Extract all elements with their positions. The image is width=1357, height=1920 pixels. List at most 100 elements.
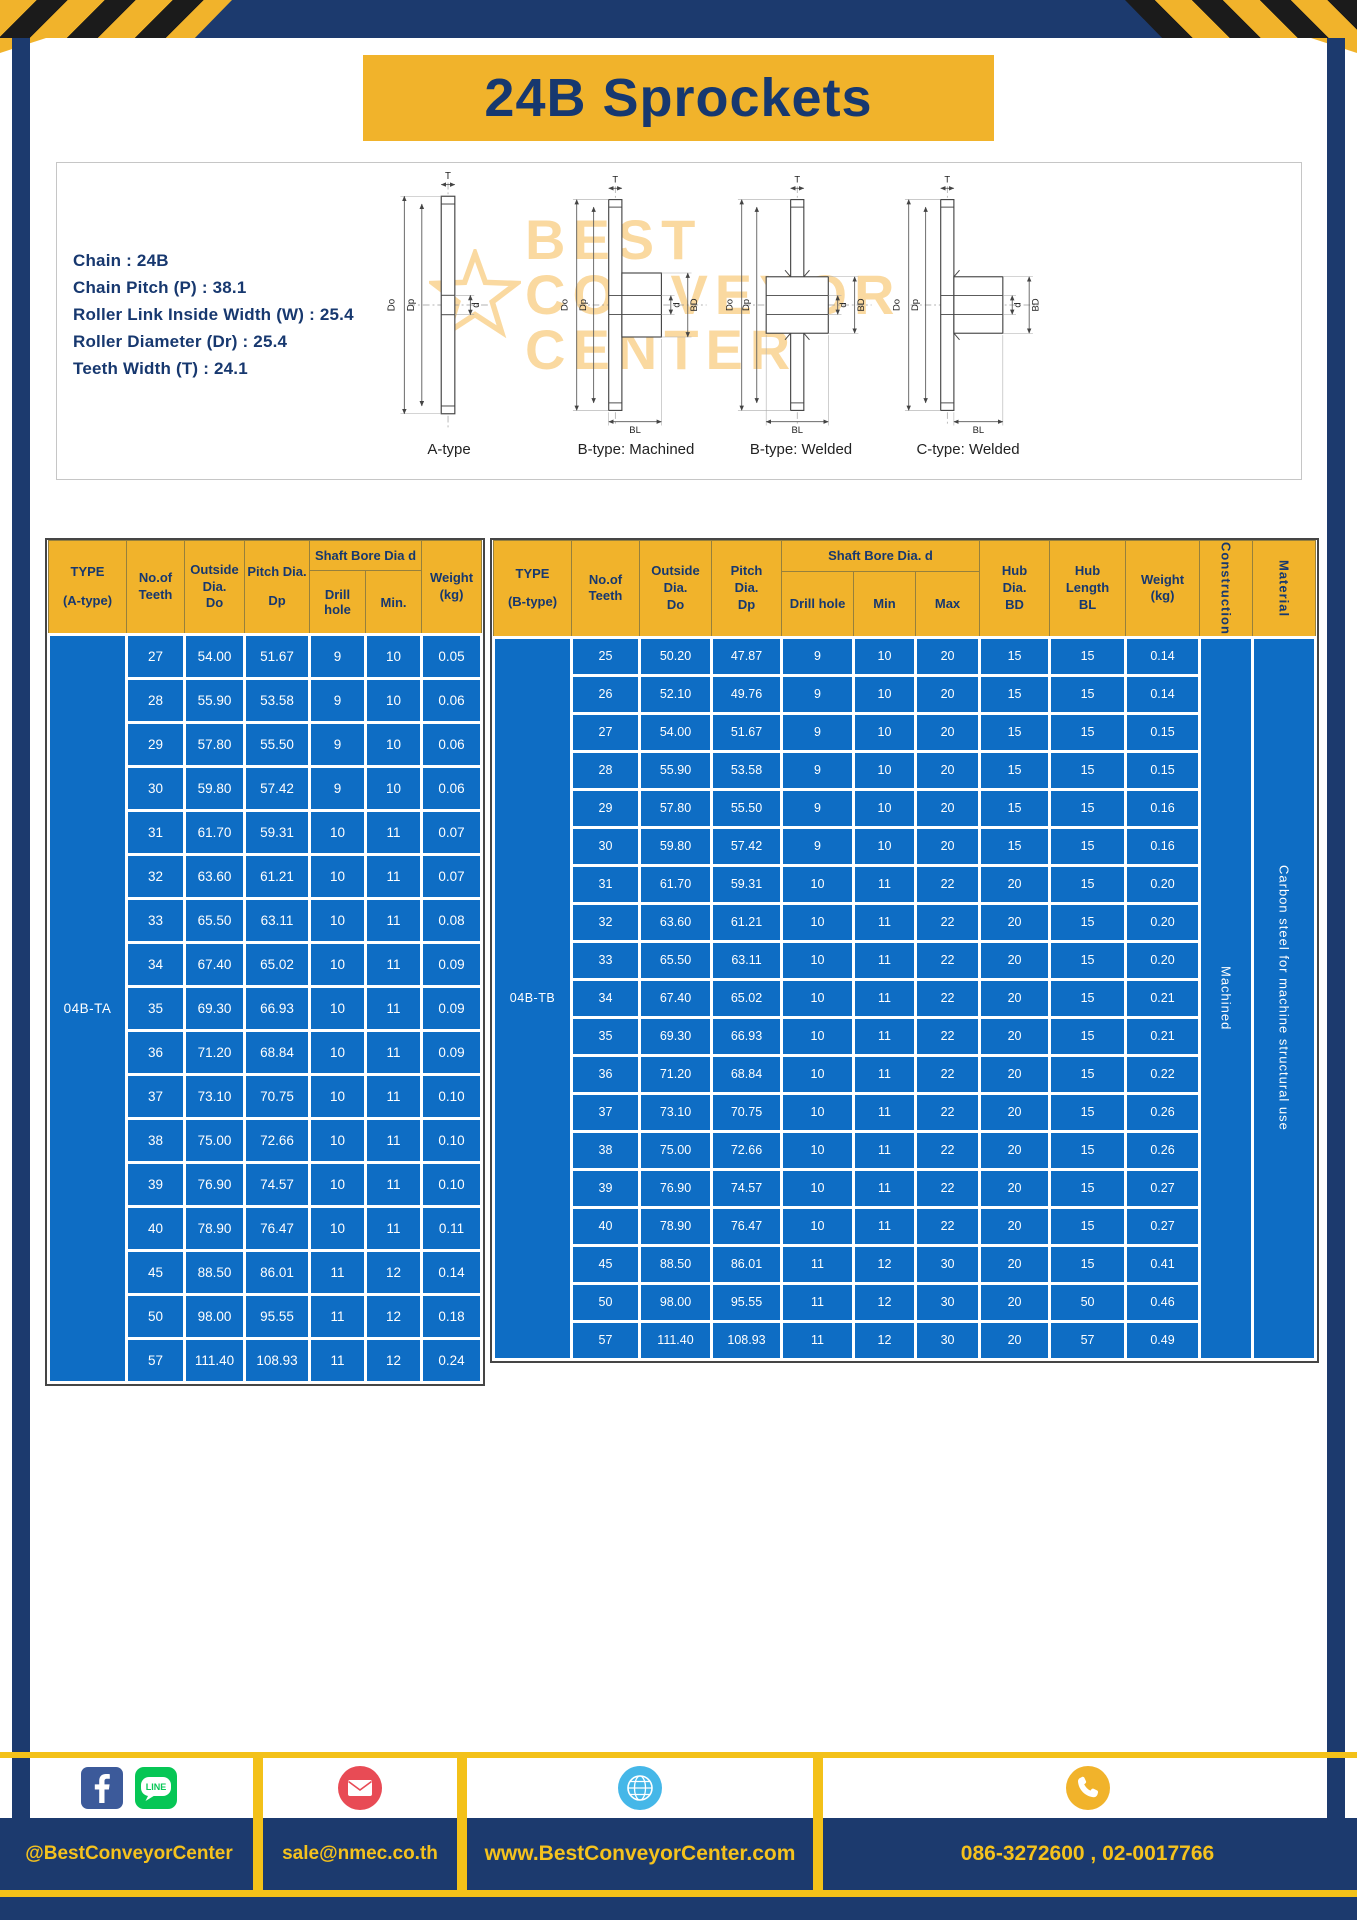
data-cell: 50 xyxy=(1048,1281,1128,1323)
data-cell: 11 xyxy=(852,1091,917,1133)
data-cell: 33 xyxy=(125,897,186,944)
table-row: 37 73.10 70.75 10 11 22 20 15 0.26 xyxy=(494,1091,1316,1133)
data-cell: 20 xyxy=(978,1243,1052,1285)
data-cell: 11 xyxy=(852,1129,917,1171)
phone-icon xyxy=(1065,1766,1110,1810)
data-cell: 22 xyxy=(913,1015,982,1057)
table-row: 50 98.00 95.55 11 12 0.18 xyxy=(49,1293,483,1340)
data-cell: 78.90 xyxy=(638,1205,713,1247)
data-cell: 10 xyxy=(308,1029,367,1076)
data-cell: 27 xyxy=(125,633,186,680)
table-row: 04B-TB 25 50.20 47.87 9 10 20 15 15 0.14 Machined C… xyxy=(492,635,1318,1361)
data-cell: 0.05 xyxy=(420,633,483,680)
data-cell: 68.84 xyxy=(710,1053,783,1095)
data-cell: 30 xyxy=(913,1319,982,1361)
table-row: 35 69.30 66.93 10 11 22 20 15 0.21 xyxy=(494,1015,1316,1057)
data-cell: 20 xyxy=(978,1281,1052,1323)
data-cell: 20 xyxy=(978,1205,1052,1247)
table-row: 40 78.90 76.47 10 11 22 20 15 0.27 xyxy=(494,1205,1316,1247)
data-cell: 95.55 xyxy=(710,1281,783,1323)
data-cell: 76.47 xyxy=(710,1205,783,1247)
a-type-label: A-type xyxy=(427,441,471,458)
data-cell: 9 xyxy=(308,633,367,680)
data-cell: 22 xyxy=(913,1091,982,1133)
top-hazard-bar xyxy=(0,0,1357,38)
data-cell: 11 xyxy=(780,1281,855,1323)
table-row: 27 54.00 51.67 9 10 20 15 15 0.15 xyxy=(494,711,1316,753)
data-cell: 22 xyxy=(913,901,982,943)
data-cell: 55.90 xyxy=(638,749,713,791)
data-cell: 0.09 xyxy=(420,1029,483,1076)
table-row: 31 61.70 59.31 10 11 22 20 15 0.20 xyxy=(494,863,1316,905)
data-cell: 65.50 xyxy=(638,939,713,981)
data-cell: 15 xyxy=(1048,749,1128,791)
a-type-drawing: T Do Dp d xyxy=(387,171,490,430)
dim-label-bd: BD xyxy=(855,298,866,311)
table-row: 45 88.50 86.01 11 12 30 20 15 0.41 xyxy=(494,1243,1316,1285)
data-cell: 63.60 xyxy=(638,901,713,943)
data-cell: 10 xyxy=(780,1129,855,1171)
data-cell: 30 xyxy=(125,765,186,812)
b-type-machined-drawing: T Do Dp d BD BL xyxy=(558,174,707,435)
th-outside-dia: Outside Dia. Do xyxy=(639,540,712,638)
data-cell: 15 xyxy=(1048,1243,1128,1285)
table-row: 57 111.40 108.93 11 12 30 20 57 0.49 xyxy=(494,1319,1316,1361)
data-cell: 11 xyxy=(780,1319,855,1361)
data-cell: 73.10 xyxy=(638,1091,713,1133)
data-cell: 61.70 xyxy=(183,809,246,856)
data-cell: 11 xyxy=(364,809,423,856)
data-cell: 11 xyxy=(308,1249,367,1296)
data-cell: 10 xyxy=(308,897,367,944)
table-row: 35 69.30 66.93 10 11 0.09 xyxy=(49,985,483,1032)
data-cell: 10 xyxy=(308,985,367,1032)
data-cell: 22 xyxy=(913,1167,982,1209)
b-type-welded-label: B-type: Welded xyxy=(749,441,853,458)
material-value: Carbon steel for machine structural use xyxy=(1276,865,1292,1132)
data-cell: 0.07 xyxy=(420,853,483,900)
footer: LINE @Bes xyxy=(0,1752,1357,1920)
footer-separator xyxy=(457,1752,467,1890)
data-cell: 10 xyxy=(780,901,855,943)
data-cell: 10 xyxy=(780,977,855,1019)
data-cell: 26 xyxy=(570,673,641,715)
data-cell: 55.90 xyxy=(183,677,246,724)
th-weight: Weight (kg) xyxy=(1125,540,1201,638)
c-type-welded-drawing: T Do Dp d BD BL xyxy=(890,174,1041,435)
table-row: 38 75.00 72.66 10 11 0.10 xyxy=(49,1117,483,1164)
data-cell: 0.14 xyxy=(1124,673,1202,715)
data-cell: 69.30 xyxy=(638,1015,713,1057)
data-cell: 67.40 xyxy=(183,941,246,988)
dim-label-dp: Dp xyxy=(740,299,751,311)
th-pitch-dia: Pitch Dia. Dp xyxy=(244,540,310,635)
data-cell: 11 xyxy=(364,1205,423,1252)
data-cell: 10 xyxy=(308,1073,367,1120)
line-icon: LINE xyxy=(135,1767,177,1809)
data-cell: 59.80 xyxy=(638,825,713,867)
data-cell: 15 xyxy=(978,635,1052,677)
th-type: TYPE (B-type) xyxy=(493,540,572,638)
data-cell: 11 xyxy=(364,1117,423,1164)
spec-line: Teeth Width (T) : 24.1 xyxy=(73,359,248,378)
table-row: 45 88.50 86.01 11 12 0.14 xyxy=(49,1249,483,1296)
data-cell: 11 xyxy=(308,1293,367,1340)
spec-line: Roller Diameter (Dr) : 25.4 xyxy=(73,332,288,351)
table-row: 34 67.40 65.02 10 11 0.09 xyxy=(49,941,483,988)
data-cell: 57.42 xyxy=(243,765,311,812)
data-cell: 11 xyxy=(852,977,917,1019)
data-cell: 57 xyxy=(1048,1319,1128,1361)
data-cell: 98.00 xyxy=(638,1281,713,1323)
data-cell: 22 xyxy=(913,1205,982,1247)
data-cell: 11 xyxy=(364,1161,423,1208)
data-cell: 67.40 xyxy=(638,977,713,1019)
data-cell: 59.31 xyxy=(243,809,311,856)
spec-list: Chain : 24B Chain Pitch (P) : 38.1 Rolle… xyxy=(73,247,354,382)
data-cell: 9 xyxy=(780,787,855,829)
data-cell: 40 xyxy=(570,1205,641,1247)
dim-label-bd: BD xyxy=(1030,298,1041,311)
data-cell: 50 xyxy=(125,1293,186,1340)
b-type-table-wrap: TYPE (B-type) No.of Teeth Outside Dia. Do Pi… xyxy=(490,538,1320,1363)
globe-icon xyxy=(618,1766,662,1810)
dim-label-bl: BL xyxy=(973,424,985,435)
data-cell: 22 xyxy=(913,863,982,905)
a-type-figure: T Do Dp d A-type xyxy=(375,171,523,458)
